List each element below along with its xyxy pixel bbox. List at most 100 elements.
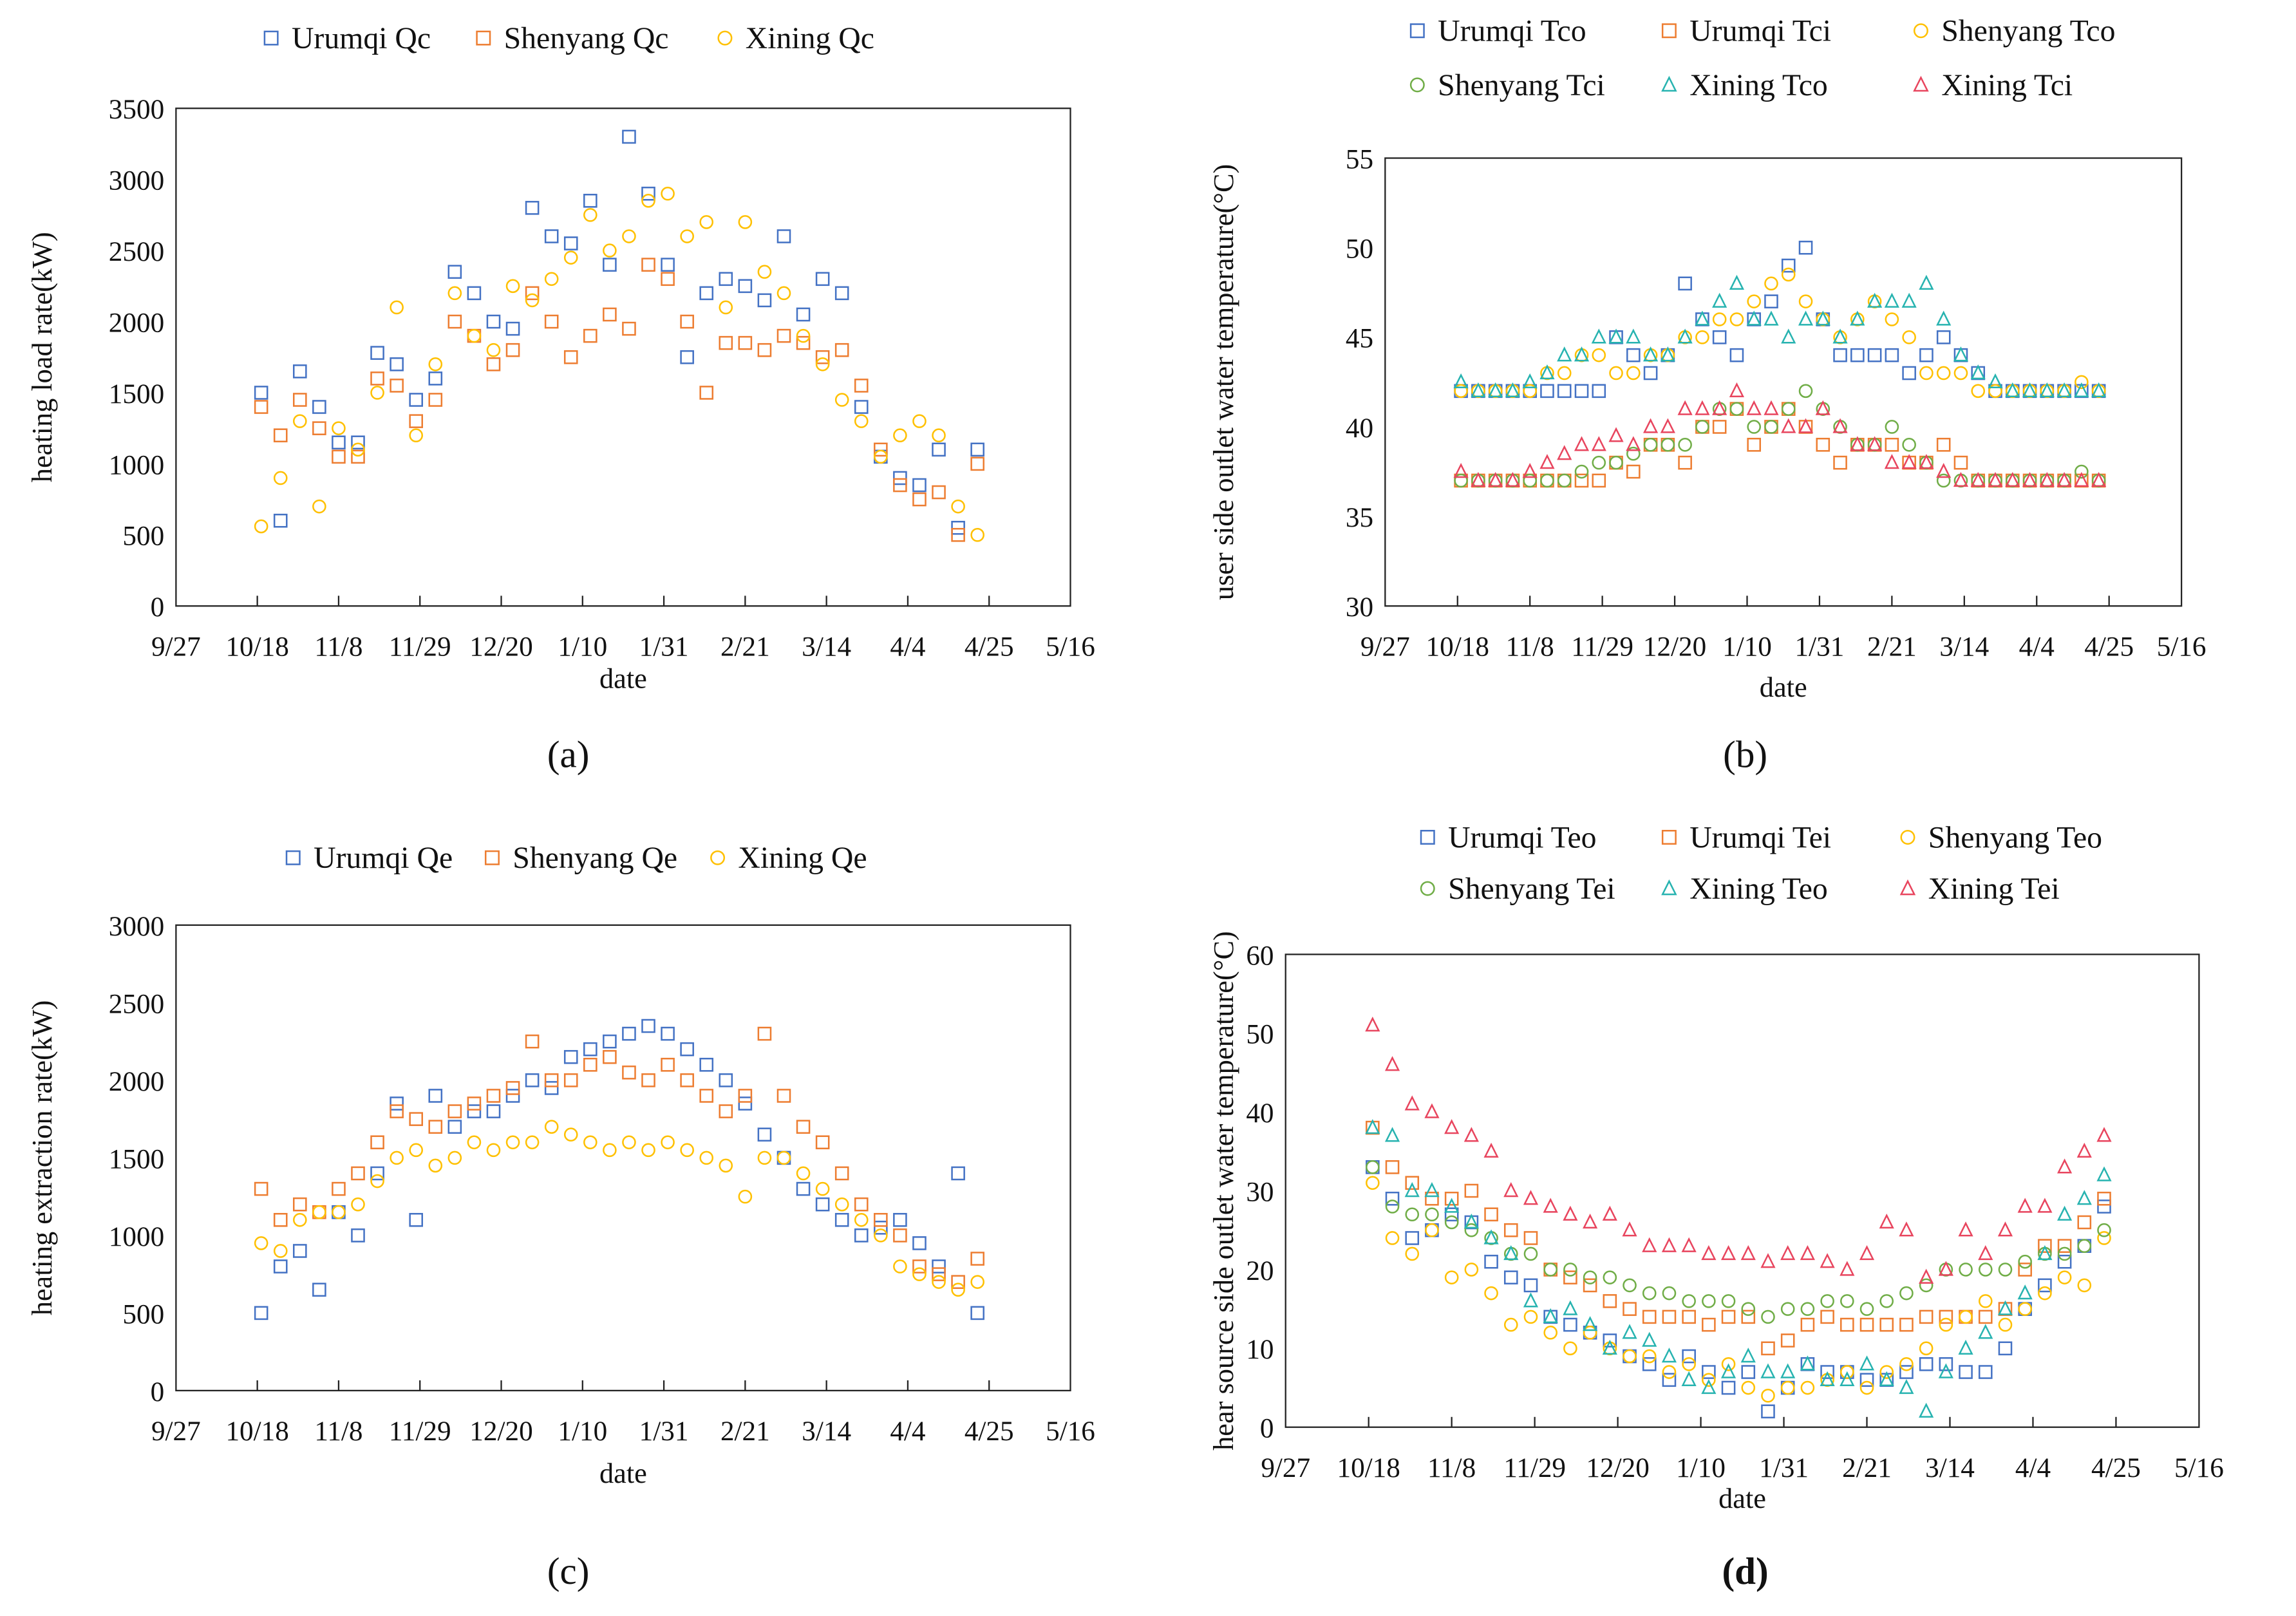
- data-point: [1662, 1310, 1677, 1324]
- data-point: [1919, 366, 1934, 381]
- data-point: [2005, 382, 2020, 397]
- legend-label: Xining Tci: [1941, 68, 2073, 102]
- data-point: [1899, 1357, 1914, 1371]
- data-point: [1503, 1317, 1518, 1332]
- data-point: [467, 1096, 482, 1111]
- x-tick-label: 9/27: [1261, 1453, 1310, 1483]
- data-point: [312, 400, 326, 414]
- data-point: [874, 1221, 888, 1235]
- data-point: [1626, 436, 1641, 451]
- data-point: [505, 1135, 520, 1150]
- legend-item: Shenyang Tei: [1420, 872, 1615, 906]
- data-point: [1444, 1198, 1460, 1213]
- x-tick-label: 2/21: [1842, 1453, 1892, 1483]
- data-point: [1740, 1348, 1756, 1363]
- data-point: [486, 1089, 501, 1103]
- circle-marker-icon: [1900, 829, 1915, 845]
- data-point: [1859, 1245, 1875, 1261]
- data-point: [486, 1143, 501, 1158]
- data-point: [1563, 1205, 1578, 1221]
- data-point: [1444, 1270, 1459, 1284]
- y-tick-label: 40: [1346, 413, 1373, 444]
- data-point: [2022, 382, 2038, 397]
- data-point: [2057, 1270, 2072, 1284]
- data-point: [1998, 1341, 2013, 1356]
- data-point: [1384, 1056, 1400, 1071]
- data-point: [1885, 348, 1899, 362]
- x-tick-label: 10/18: [225, 632, 288, 662]
- data-point: [1729, 382, 1745, 397]
- data-point: [1505, 471, 1520, 487]
- data-point: [1563, 1341, 1577, 1356]
- data-point: [292, 414, 307, 428]
- x-tick-label: 11/29: [389, 1416, 451, 1447]
- data-point: [525, 201, 540, 215]
- series-xining-qc: [254, 186, 984, 542]
- data-point: [2022, 471, 2038, 487]
- data-point: [1919, 1268, 1934, 1284]
- data-point: [1626, 328, 1641, 344]
- data-point: [1919, 348, 1934, 362]
- series-xining-tci: [1453, 382, 2107, 487]
- data-point: [1998, 1317, 2013, 1332]
- data-point: [1608, 328, 1624, 344]
- data-point: [738, 215, 753, 229]
- data-point: [699, 1089, 714, 1103]
- chart-panel-b: 30 35 40 45 50 55 9/27 10/18 11/8 11/29 12/20 1/10 1…: [1207, 14, 2207, 776]
- data-point: [2074, 471, 2089, 487]
- data-point: [544, 1073, 559, 1087]
- data-point: [1879, 1371, 1894, 1386]
- data-point: [661, 258, 675, 272]
- data-point: [738, 1189, 753, 1204]
- data-point: [1978, 1324, 1993, 1339]
- data-point: [351, 442, 365, 457]
- legend-item: Shenyang Tci: [1409, 68, 1605, 102]
- data-point: [1988, 373, 2003, 389]
- panel-label: (a): [547, 733, 590, 775]
- data-point: [1682, 1349, 1696, 1364]
- data-point: [1463, 1214, 1479, 1229]
- data-point: [2097, 1191, 2111, 1206]
- data-point: [1939, 1357, 1953, 1371]
- data-point: [1365, 1017, 1380, 1032]
- data-point: [1815, 400, 1830, 415]
- data-point: [1503, 1182, 1519, 1198]
- data-point: [1366, 1160, 1380, 1174]
- y-tick-label: 2000: [109, 1067, 164, 1097]
- data-point: [1938, 1363, 1953, 1378]
- data-point: [1936, 366, 1951, 381]
- x-tick-label: 5/16: [2174, 1453, 2224, 1483]
- data-point: [970, 528, 984, 542]
- data-point: [1464, 1263, 1479, 1277]
- data-point: [1741, 1380, 1756, 1395]
- data-point: [2077, 1215, 2092, 1230]
- data-point: [2075, 464, 2089, 479]
- data-point: [738, 1096, 753, 1111]
- data-point: [1539, 454, 1555, 469]
- data-point: [1781, 418, 1796, 433]
- data-point: [1729, 348, 1744, 362]
- data-point: [254, 400, 268, 414]
- data-point: [563, 350, 578, 364]
- data-point: [1623, 1302, 1637, 1316]
- data-point: [1583, 1316, 1598, 1331]
- data-point: [1483, 1229, 1499, 1245]
- series-xining-tco: [1453, 274, 2107, 397]
- data-point: [1798, 240, 1813, 255]
- legend-item: Urumqi Tei: [1661, 820, 1831, 854]
- data-point: [970, 442, 984, 457]
- data-point: [1464, 1223, 1479, 1237]
- x-axis-label: date: [1718, 1482, 1766, 1514]
- x-tick-label: 4/25: [2084, 632, 2134, 662]
- data-point: [1978, 1263, 1993, 1277]
- x-tick-label: 2/21: [720, 632, 770, 662]
- data-point: [661, 1026, 675, 1041]
- data-point: [1850, 310, 1865, 326]
- data-point: [428, 1158, 443, 1173]
- data-point: [1557, 346, 1572, 362]
- data-point: [2038, 1286, 2052, 1301]
- triangle-marker-icon: [1661, 75, 1677, 92]
- data-point: [815, 350, 830, 364]
- data-point: [312, 421, 326, 435]
- data-point: [1712, 330, 1727, 344]
